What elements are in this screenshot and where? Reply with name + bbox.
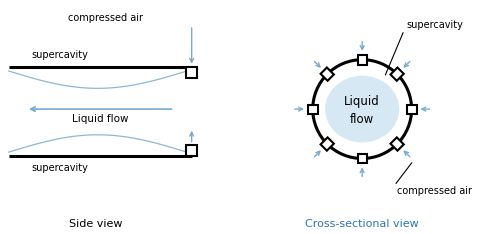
Polygon shape (321, 68, 334, 81)
Polygon shape (321, 137, 334, 151)
Polygon shape (358, 55, 367, 65)
Text: supercavity: supercavity (407, 20, 464, 30)
Text: compressed air: compressed air (397, 186, 472, 196)
Text: Side view: Side view (69, 219, 122, 229)
Polygon shape (308, 105, 318, 113)
Text: Liquid flow: Liquid flow (72, 114, 129, 124)
Bar (186, 145, 197, 156)
Circle shape (313, 60, 412, 158)
Text: supercavity: supercavity (31, 50, 88, 60)
Polygon shape (391, 68, 404, 81)
Bar (186, 67, 197, 78)
Polygon shape (391, 137, 404, 151)
Text: flow: flow (350, 113, 374, 126)
Text: Cross-sectional view: Cross-sectional view (305, 219, 419, 229)
Text: compressed air: compressed air (68, 13, 143, 23)
Text: Liquid: Liquid (344, 95, 380, 108)
Text: supercavity: supercavity (31, 163, 88, 173)
Polygon shape (358, 154, 367, 163)
Ellipse shape (325, 76, 399, 143)
Polygon shape (407, 105, 416, 113)
